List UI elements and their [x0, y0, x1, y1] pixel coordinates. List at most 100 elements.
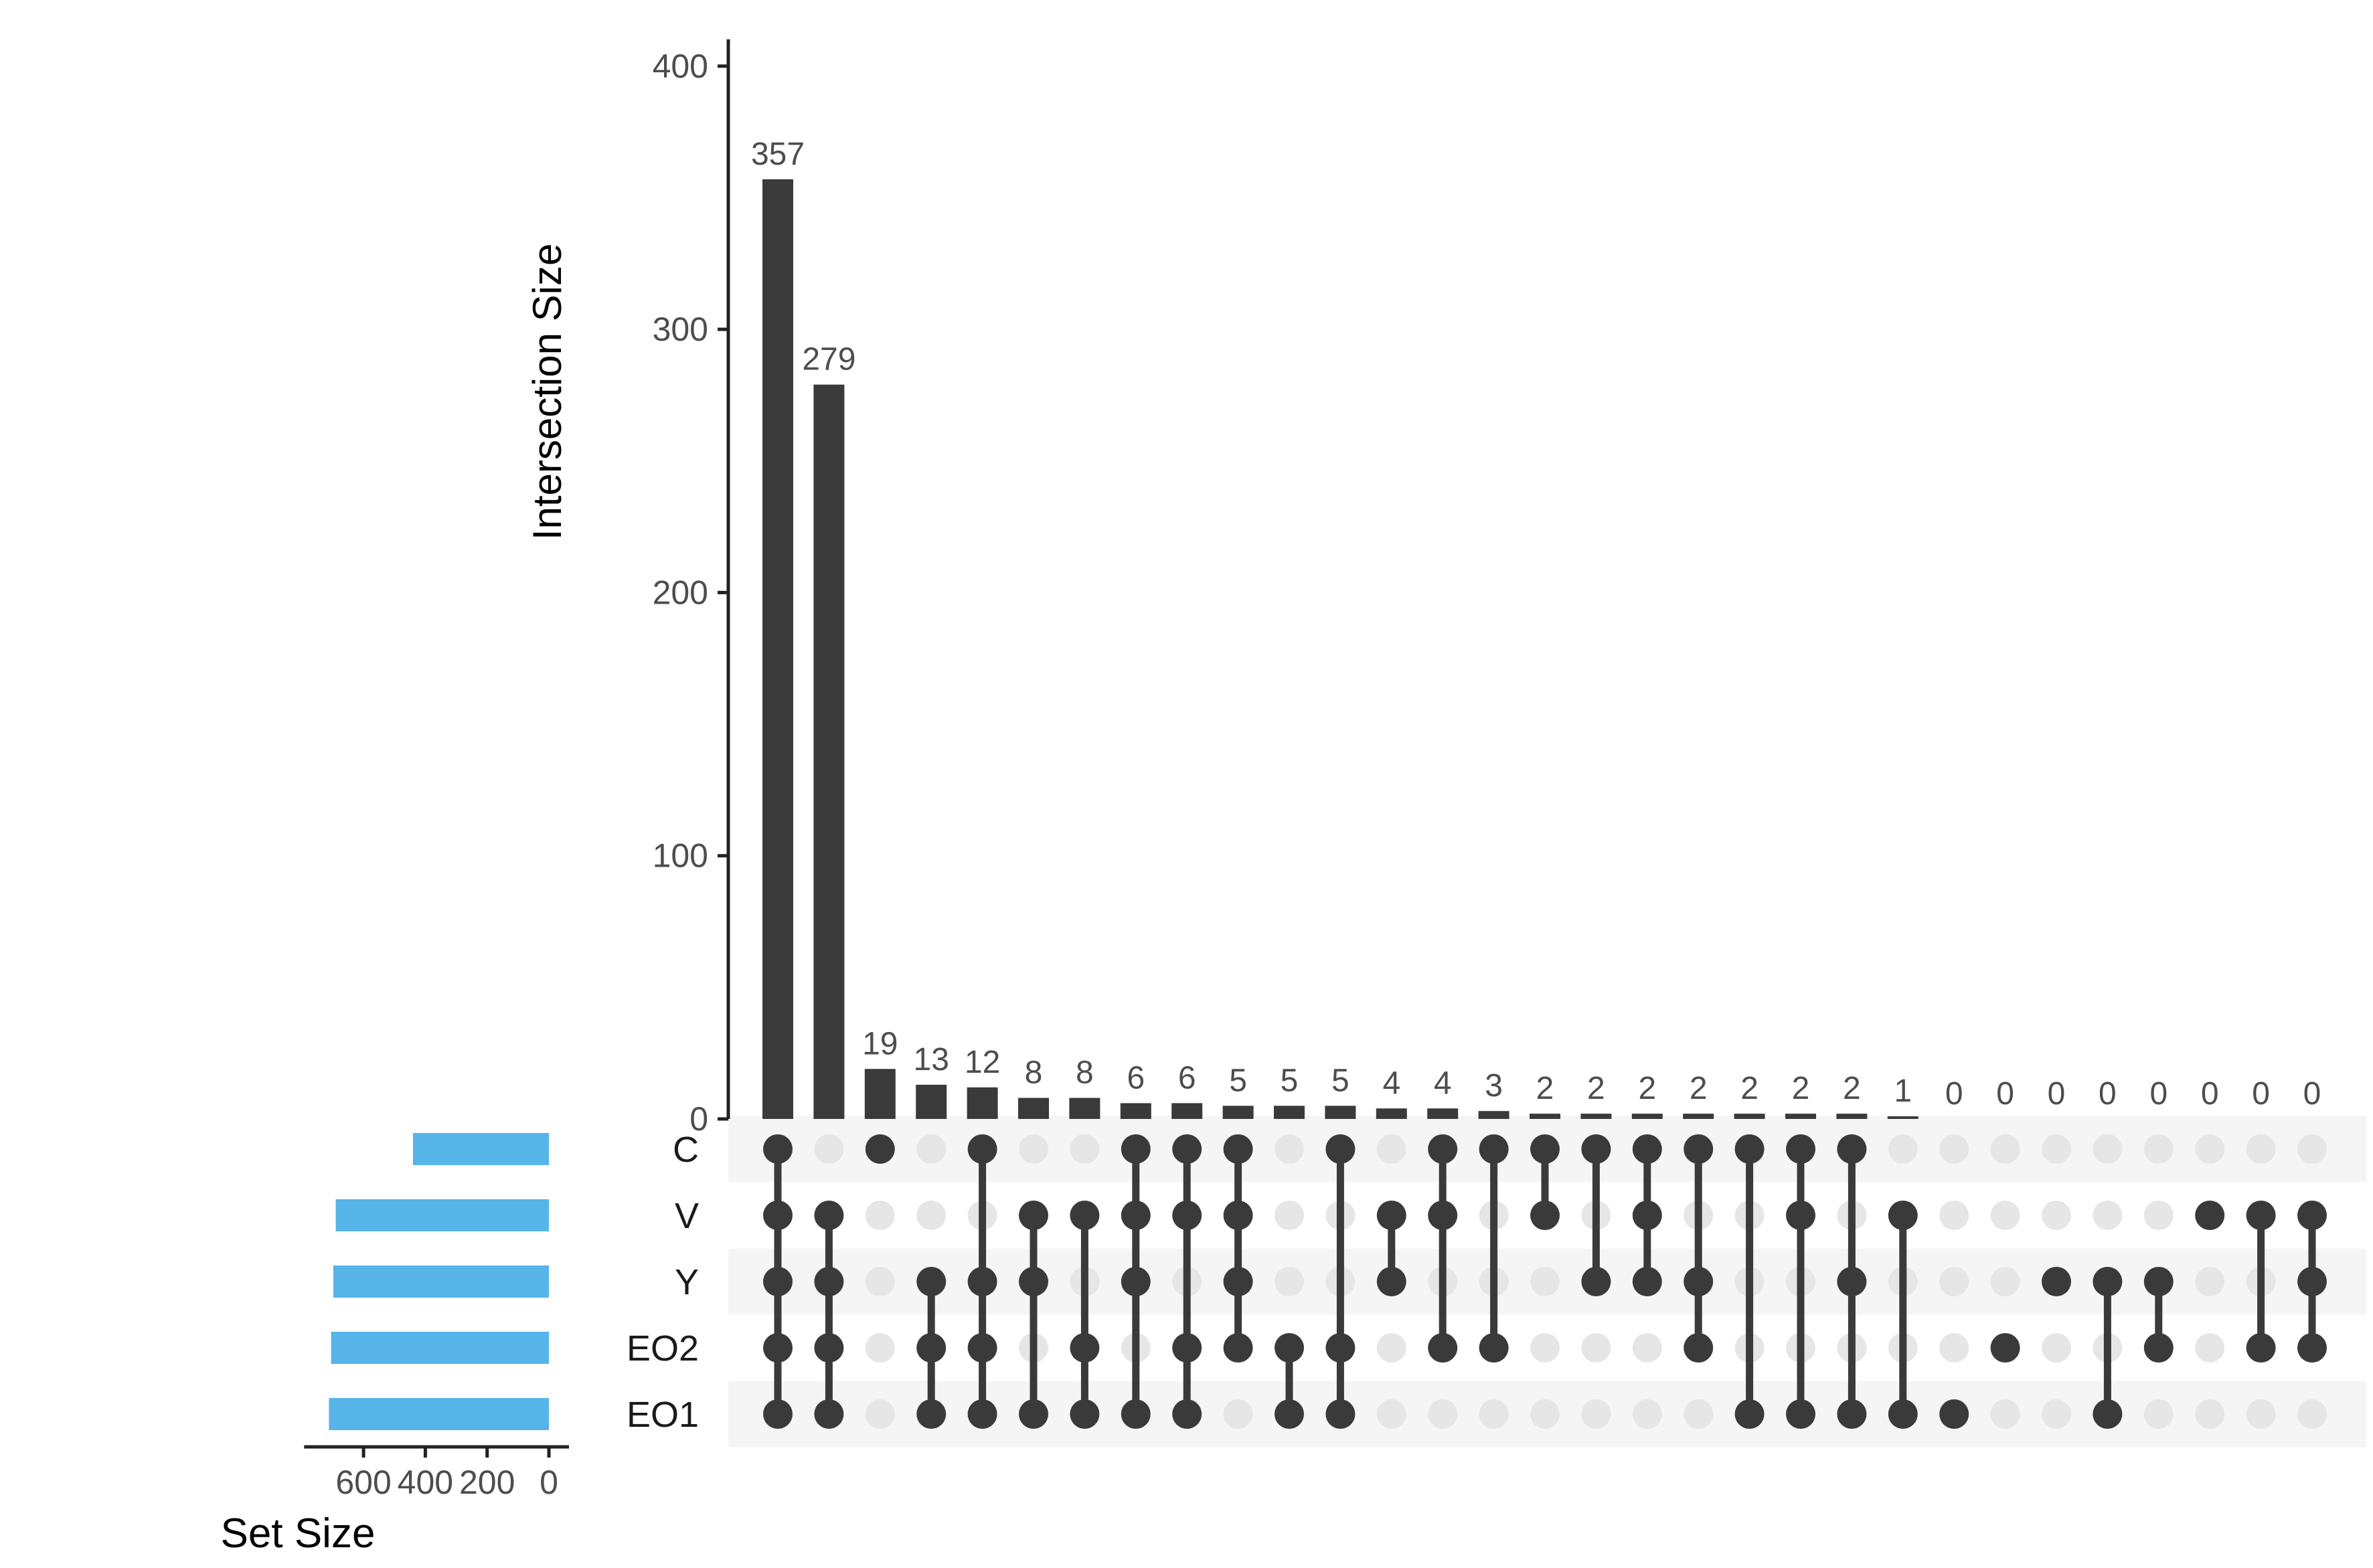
matrix-dot-active	[1223, 1134, 1253, 1164]
matrix-dot-active	[1172, 1134, 1202, 1164]
matrix-dot-active	[1939, 1399, 1969, 1429]
intersection-bar-label: 2	[1536, 1071, 1554, 1106]
intersection-bar-label: 0	[1996, 1076, 2014, 1112]
matrix-dot-inactive	[2246, 1399, 2276, 1429]
matrix-dot-active	[2093, 1267, 2123, 1296]
set-label: V	[675, 1196, 699, 1236]
matrix-dot-active	[763, 1134, 793, 1164]
matrix-dot-active	[1223, 1201, 1253, 1230]
intersection-bar	[1222, 1106, 1254, 1119]
matrix-dot-active	[2297, 1267, 2327, 1296]
matrix-dot-active	[1530, 1134, 1560, 1164]
matrix-dot-active	[1275, 1333, 1304, 1363]
matrix-dot-active	[1223, 1267, 1253, 1296]
matrix-dot-inactive	[1275, 1267, 1304, 1296]
matrix-dot-active	[967, 1333, 997, 1363]
matrix-dot-inactive	[1070, 1134, 1100, 1164]
matrix-dot-inactive	[1990, 1267, 2020, 1296]
matrix-dot-active	[967, 1267, 997, 1296]
intersection-bar	[1734, 1114, 1765, 1119]
matrix-dot-active	[1734, 1399, 1765, 1429]
intersection-bar-label: 0	[2252, 1076, 2270, 1112]
matrix-dot-inactive	[2042, 1333, 2071, 1363]
matrix-dot-inactive	[1888, 1134, 1918, 1164]
intersection-bar-label: 6	[1127, 1060, 1145, 1096]
matrix-dot-active	[763, 1333, 793, 1363]
matrix-dot-inactive	[1581, 1399, 1611, 1429]
intersection-bar-label: 8	[1025, 1055, 1043, 1091]
matrix-dot-active	[1786, 1201, 1815, 1230]
matrix-dot-inactive	[2143, 1201, 2174, 1230]
matrix-dot-active	[1019, 1399, 1048, 1429]
matrix-dot-active	[814, 1201, 844, 1230]
intersection-bar	[813, 384, 845, 1119]
matrix-dot-active	[1121, 1267, 1151, 1296]
matrix-dot-inactive	[1684, 1399, 1714, 1429]
matrix-dot-active	[1479, 1134, 1509, 1164]
set-size-axis-tick-label: 400	[398, 1464, 453, 1501]
set-label: Y	[675, 1262, 699, 1302]
intersection-bar-label: 2	[1587, 1071, 1605, 1106]
set-size-axis-tick-label: 600	[335, 1464, 391, 1501]
intersection-bar-label: 0	[2099, 1076, 2117, 1112]
matrix-dot-active	[1121, 1399, 1151, 1429]
intersection-axis-tick-label: 300	[653, 311, 708, 348]
intersection-axis-tick-label: 200	[653, 574, 708, 611]
matrix-dot-inactive	[1530, 1399, 1560, 1429]
intersection-bar	[1018, 1098, 1049, 1119]
matrix-dot-inactive	[2143, 1134, 2174, 1164]
intersection-size-axis: 0 100 200 300 400 Intersection Size	[525, 39, 730, 1138]
matrix-dot-inactive	[865, 1267, 895, 1296]
intersection-bar	[1631, 1114, 1663, 1119]
matrix-dot-active	[1070, 1399, 1100, 1429]
matrix-dot-active	[1530, 1201, 1560, 1230]
matrix-dot-inactive	[1275, 1201, 1304, 1230]
intersection-bar-label: 3	[1485, 1068, 1503, 1104]
intersection-bar-label: 2	[1638, 1071, 1656, 1106]
matrix-dot-inactive	[2195, 1134, 2225, 1164]
matrix-dot-inactive	[865, 1399, 895, 1429]
matrix-dot-active	[814, 1267, 844, 1296]
intersection-bar-label: 4	[1434, 1065, 1452, 1101]
intersection-bar	[1325, 1106, 1356, 1119]
intersection-bar-label: 6	[1178, 1060, 1196, 1096]
set-size-axis: 600 400 200 0 Set Size	[221, 1445, 569, 1557]
intersection-bar-label: 13	[914, 1042, 949, 1077]
matrix-dot-active	[1325, 1399, 1356, 1429]
matrix-dot-inactive	[2195, 1399, 2225, 1429]
matrix-dot-active	[1275, 1399, 1304, 1429]
matrix-dot-active	[814, 1333, 844, 1363]
matrix-dot-inactive	[865, 1201, 895, 1230]
matrix-dot-active	[1121, 1134, 1151, 1164]
matrix-dot-active	[1684, 1134, 1714, 1164]
matrix-dot-inactive	[1939, 1134, 1969, 1164]
intersection-bar-label: 2	[1843, 1071, 1861, 1106]
matrix-dot-inactive	[1581, 1333, 1611, 1363]
matrix-dot-active	[1786, 1134, 1815, 1164]
matrix-dot-inactive	[2042, 1201, 2071, 1230]
matrix-dot-inactive	[1632, 1333, 1662, 1363]
matrix-dot-inactive	[1632, 1399, 1662, 1429]
intersection-axis-tick-label: 100	[653, 837, 708, 875]
matrix-dot-active	[1888, 1201, 1918, 1230]
intersection-bar	[1785, 1114, 1816, 1119]
matrix-dot-inactive	[1019, 1134, 1048, 1164]
intersection-bar-label: 0	[2303, 1076, 2321, 1112]
intersection-bar-label: 279	[802, 342, 855, 377]
matrix-dot-active	[1632, 1267, 1662, 1296]
matrix-dot-inactive	[2093, 1134, 2123, 1164]
intersection-bar	[864, 1069, 896, 1119]
set-label: C	[673, 1130, 699, 1170]
matrix-dot-inactive	[814, 1134, 844, 1164]
matrix-dot-active	[1172, 1399, 1202, 1429]
matrix-dot-inactive	[916, 1134, 947, 1164]
matrix-dot-inactive	[865, 1333, 895, 1363]
intersection-bar	[762, 179, 793, 1120]
intersection-bar	[967, 1087, 998, 1119]
matrix-dot-active	[2143, 1333, 2174, 1363]
matrix-dot-active	[1019, 1201, 1048, 1230]
matrix-dot-inactive	[2042, 1134, 2071, 1164]
intersection-bars	[762, 179, 1918, 1120]
matrix-dot-active	[2297, 1333, 2327, 1363]
